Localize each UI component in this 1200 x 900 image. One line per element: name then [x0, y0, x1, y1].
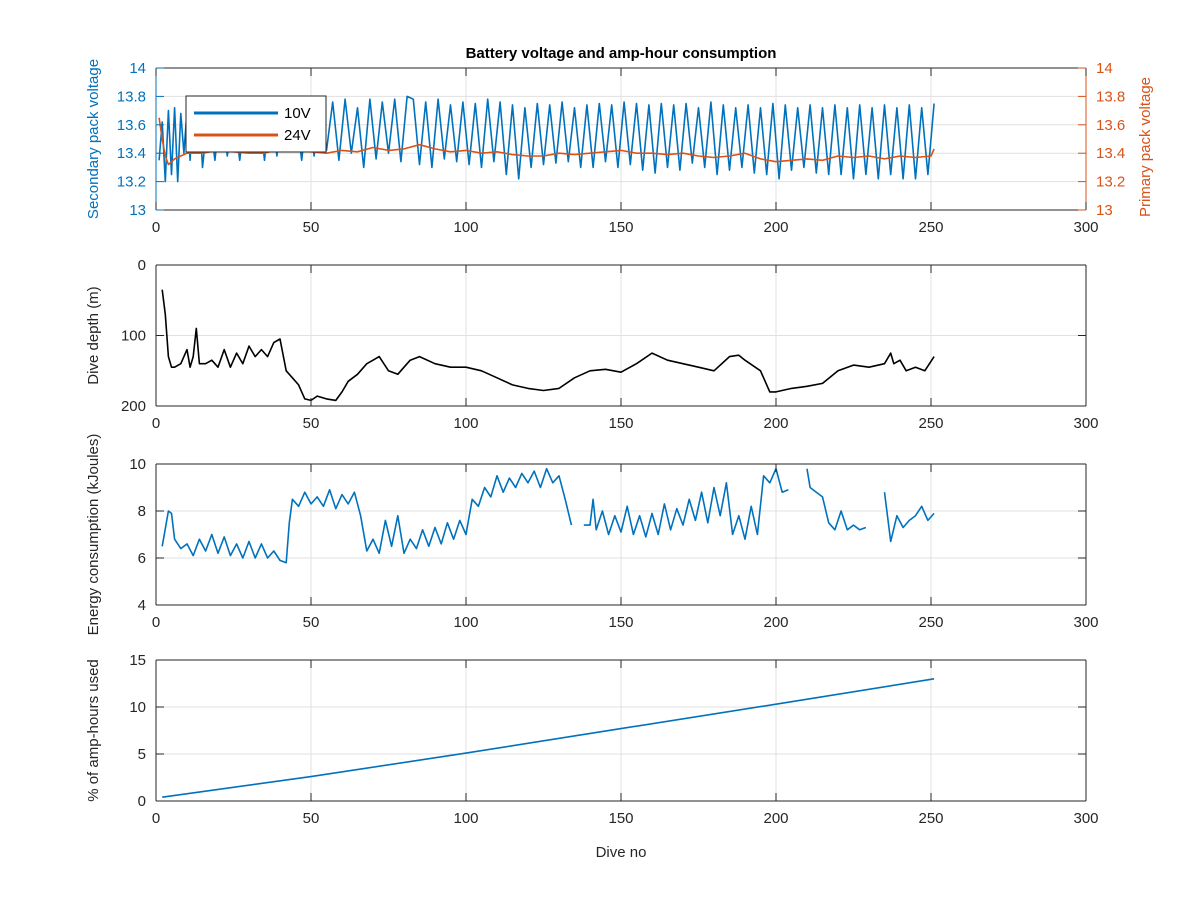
- panel1-x-tick-label: 50: [303, 219, 320, 236]
- panel2-x-tick-label: 50: [303, 415, 320, 432]
- panel4-x-axis-label: Dive no: [596, 844, 647, 861]
- panel2-y-tick-label: 0: [138, 257, 146, 274]
- panel1-y-right-tick-label: 13.6: [1096, 117, 1125, 134]
- panel1-y-tick-label: 13.2: [117, 174, 146, 191]
- panel4-x-tick-label: 100: [453, 810, 478, 827]
- panel1-legend-label-24v: 24V: [284, 127, 311, 144]
- panel4-y-tick-label: 15: [129, 652, 146, 669]
- panel4-x-tick-label: 50: [303, 810, 320, 827]
- panel3-y-tick-label: 4: [138, 597, 146, 614]
- panel1-x-tick-label: 150: [608, 219, 633, 236]
- panel3-x-tick-label: 0: [152, 614, 160, 631]
- panel1-title: Battery voltage and amp-hour consumption: [466, 45, 777, 62]
- panel2-y-axis-label: Dive depth (m): [85, 286, 102, 384]
- panel3-series-series1-segment-1-line: [161, 467, 573, 564]
- panel1-y-tick-label: 13.8: [117, 88, 146, 105]
- panel3-x-tick-label: 200: [763, 614, 788, 631]
- panel1-legend-label-10v: 10V: [284, 105, 311, 122]
- panel3-series-series1-segment-2-line: [583, 467, 789, 540]
- panel3-y-tick-label: 6: [138, 550, 146, 567]
- panel1-y-tick-label: 13.4: [117, 145, 146, 162]
- panel3-x-tick-label: 100: [453, 614, 478, 631]
- panel1-y-axis-label: Secondary pack voltage: [85, 59, 102, 219]
- panel1-y-tick-label: 13: [129, 202, 146, 219]
- panel3-x-tick-label: 50: [303, 614, 320, 631]
- panel3-y-tick-label: 8: [138, 503, 146, 520]
- panel4-y-tick-label: 5: [138, 746, 146, 763]
- panel3-x-tick-label: 300: [1073, 614, 1098, 631]
- panel4-x-tick-label: 200: [763, 810, 788, 827]
- panel1-x-tick-label: 0: [152, 219, 160, 236]
- panel2-x-tick-label: 0: [152, 415, 160, 432]
- panel1-y-right-tick-label: 14: [1096, 60, 1113, 77]
- panel3-series-series1-segment-4-line: [883, 492, 935, 543]
- panel1-y-tick-label: 13.6: [117, 117, 146, 134]
- panel4-x-tick-label: 0: [152, 810, 160, 827]
- panel2-x-tick-label: 300: [1073, 415, 1098, 432]
- panel2-x-tick-label: 100: [453, 415, 478, 432]
- panel1-x-tick-label: 100: [453, 219, 478, 236]
- panel1-x-tick-label: 250: [918, 219, 943, 236]
- panel1-y-right-tick-label: 13.4: [1096, 145, 1125, 162]
- panel2-series-series1-line: [161, 289, 935, 402]
- panel4-series-series1-line: [162, 678, 935, 798]
- panel2-x-tick-label: 250: [918, 415, 943, 432]
- panel1-y-right-tick-label: 13.8: [1096, 88, 1125, 105]
- panel4-y-tick-label: 0: [138, 793, 146, 810]
- panel1-x-tick-label: 200: [763, 219, 788, 236]
- panel3-y-tick-label: 10: [129, 456, 146, 473]
- panel3-y-axis-label: Energy consumption (kJoules): [85, 434, 102, 636]
- panel4-x-tick-label: 150: [608, 810, 633, 827]
- panel2-y-tick-label: 200: [121, 398, 146, 415]
- panel1-legend-box: [185, 95, 327, 153]
- panel4-x-tick-label: 250: [918, 810, 943, 827]
- panel1-y-tick-label: 14: [129, 60, 146, 77]
- panel1-y-right-tick-label: 13.2: [1096, 174, 1125, 191]
- panel1-x-tick-label: 300: [1073, 219, 1098, 236]
- panel2-x-tick-label: 200: [763, 415, 788, 432]
- panel3-x-tick-label: 250: [918, 614, 943, 631]
- panel4-y-tick-label: 10: [129, 699, 146, 716]
- panel4-x-tick-label: 300: [1073, 810, 1098, 827]
- panel1-y-right-tick-label: 13: [1096, 202, 1113, 219]
- panel2-x-tick-label: 150: [608, 415, 633, 432]
- panel3-series-series1-segment-3-line: [806, 468, 867, 531]
- panel2-y-tick-label: 100: [121, 328, 146, 345]
- panel1-y-axis-right-label: Primary pack voltage: [1137, 77, 1154, 217]
- panel3-x-tick-label: 150: [608, 614, 633, 631]
- panel4-y-axis-label: % of amp-hours used: [85, 659, 102, 802]
